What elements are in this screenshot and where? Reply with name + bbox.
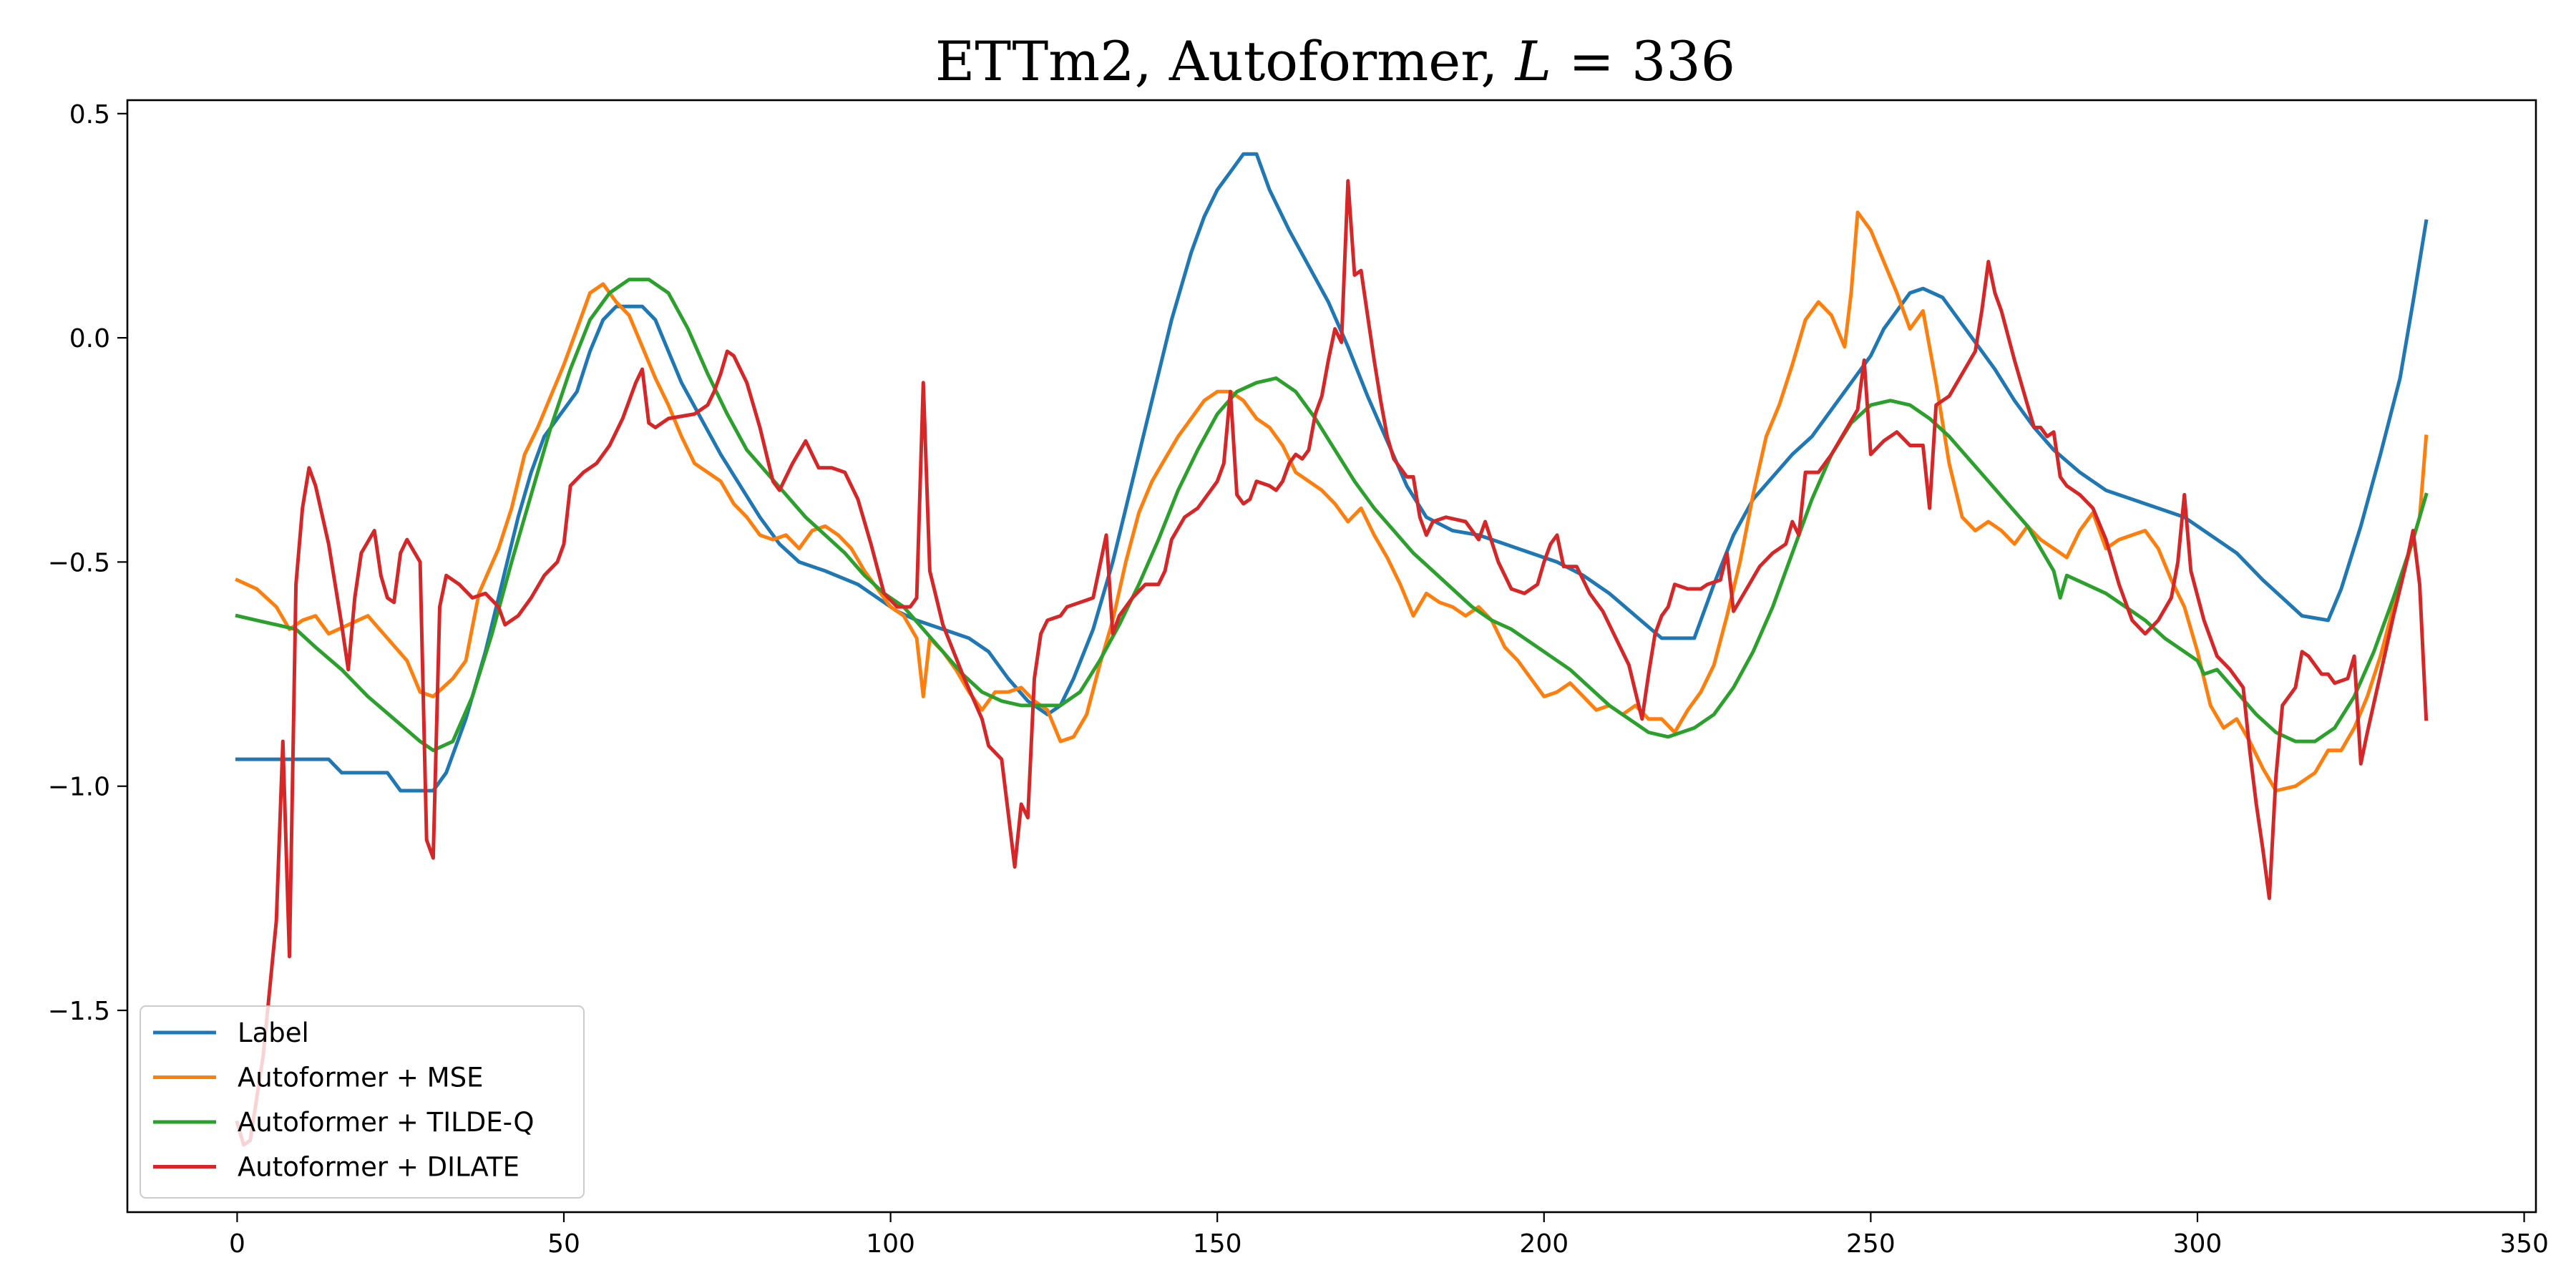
series-line-3 <box>235 278 2429 753</box>
y-tick-label: −1.0 <box>48 773 110 802</box>
legend-label-3: Autoformer + TILDE-Q <box>238 1107 535 1138</box>
y-tick-label: 0.0 <box>69 324 110 353</box>
x-tick-label: 50 <box>547 1229 580 1259</box>
series-line-1 <box>235 152 2429 793</box>
x-tick-label: 150 <box>1193 1229 1242 1259</box>
title-prefix: ETTm2, Autoformer, <box>935 29 1516 93</box>
legend-label-4: Autoformer + DILATE <box>238 1152 519 1183</box>
title-suffix: = 336 <box>1551 29 1735 93</box>
legend-label-2: Autoformer + MSE <box>238 1063 483 1093</box>
series-layer <box>235 152 2429 1147</box>
chart-title: ETTm2, Autoformer, L = 336 <box>935 29 1735 93</box>
y-tick-label: −0.5 <box>48 548 110 577</box>
x-axis: 0 50 100 150 200 250 300 350 <box>229 1212 2549 1259</box>
legend-box <box>140 1005 585 1199</box>
plot-area-frame <box>126 99 2537 1214</box>
legend-label-1: Label <box>238 1018 309 1048</box>
x-tick-label: 0 <box>229 1229 245 1259</box>
x-tick-label: 200 <box>1519 1229 1568 1259</box>
series-line-2 <box>235 210 2429 793</box>
x-tick-label: 100 <box>866 1229 915 1259</box>
x-tick-label: 300 <box>2173 1229 2223 1259</box>
y-tick-label: −1.5 <box>48 997 110 1026</box>
series-line-4 <box>235 179 2429 1147</box>
y-tick-label: 0.5 <box>69 100 110 130</box>
legend: Label Autoformer + MSE Autoformer + TILDE-… <box>140 1005 585 1199</box>
x-tick-label: 350 <box>2499 1229 2549 1259</box>
title-variable: L <box>1514 29 1551 93</box>
y-axis: 0.5 0.0 −0.5 −1.0 −1.5 <box>48 100 127 1026</box>
x-tick-label: 250 <box>1846 1229 1896 1259</box>
